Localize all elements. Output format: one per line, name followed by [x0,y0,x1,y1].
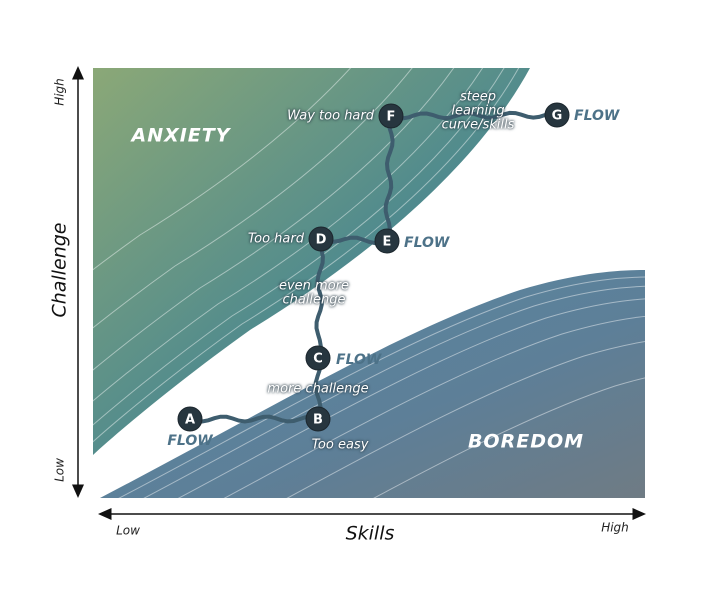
edge-label: even more [279,279,349,294]
node [378,103,404,129]
edge-label: curve/skills [442,118,515,133]
x-label: Skills [346,523,395,545]
edge-label: more challenge [267,382,368,397]
anxiety-region [93,68,530,455]
node-note: Too easy [312,438,369,453]
node [177,406,203,432]
node-letter: B [313,413,323,428]
node [305,345,331,371]
flow-label: FLOW [404,235,450,251]
flow-label: FLOW [167,433,213,449]
node-letter: G [552,109,563,124]
node [374,228,400,254]
node-letter: D [316,233,327,248]
y-high: High [53,78,67,106]
flow-label: FLOW [574,108,620,124]
edge-label: challenge [282,293,345,308]
anxiety-label: ANXIETY [129,125,231,147]
node-letter: E [383,235,392,250]
anxiety-contours [0,0,522,449]
path-group: A B C D E F G [177,102,570,432]
node-note: Too hard [248,232,305,247]
node-letter: C [313,352,323,367]
wavy-path [383,113,395,243]
boredom-contours [105,276,645,498]
node-letter: A [185,413,195,428]
node [305,406,331,432]
edge-label: learning [451,104,504,119]
node [544,102,570,128]
boredom-label: BOREDOM [468,431,584,453]
edge-label: steep [460,90,496,105]
x-low: Low [116,524,140,538]
x-high: High [601,521,629,535]
wavy-path [314,236,325,360]
node [308,226,334,252]
boredom-region [100,270,645,498]
node-letter: F [387,110,396,125]
flow-label: FLOW [336,352,382,368]
y-low: Low [53,458,67,482]
wavy-path [188,414,320,424]
wavy-path [389,110,559,121]
node-note: Way too hard [287,109,375,124]
y-label: Challenge [49,223,71,318]
label-group: FLOW Too easy FLOW Too hard FLOW Way too hard… [167,90,620,453]
